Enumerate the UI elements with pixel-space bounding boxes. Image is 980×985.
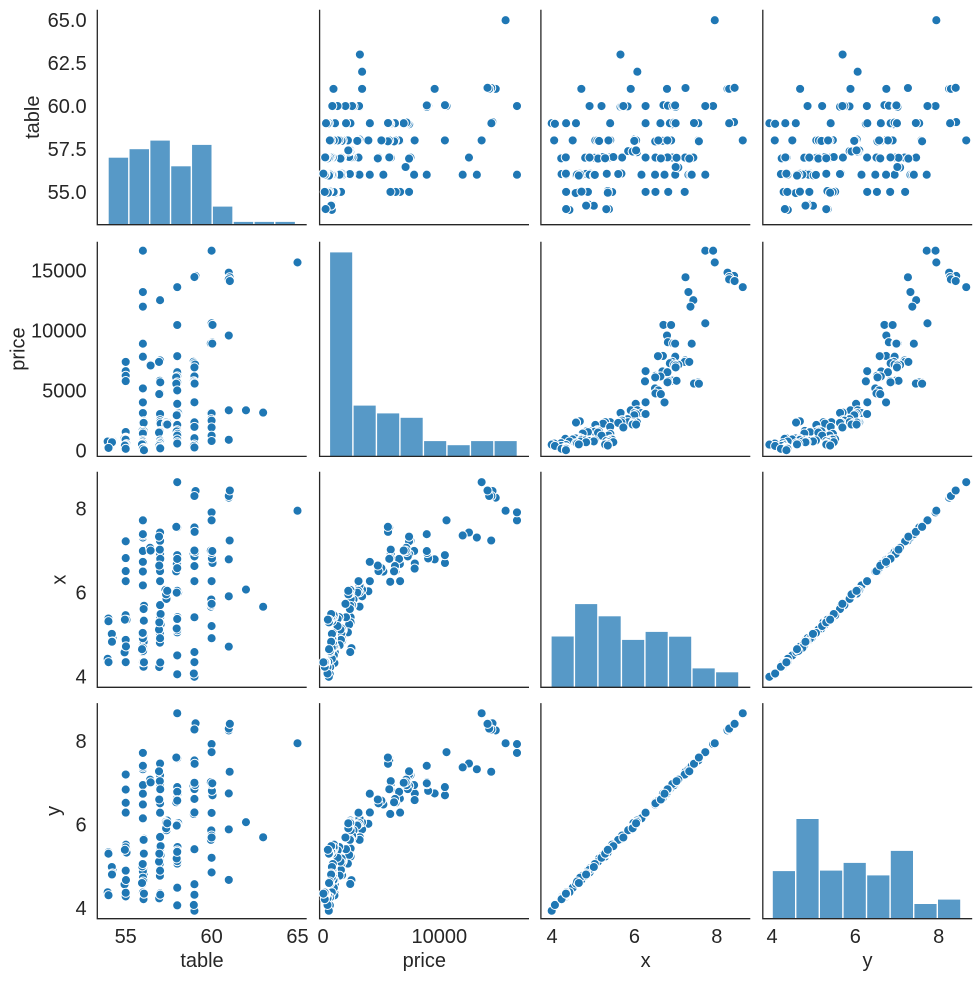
svg-text:10000: 10000: [411, 926, 467, 948]
svg-text:15000: 15000: [31, 261, 87, 283]
svg-text:price: price: [8, 327, 30, 370]
svg-text:4: 4: [75, 898, 86, 920]
svg-text:8: 8: [711, 926, 722, 948]
svg-text:8: 8: [75, 731, 86, 753]
svg-text:6: 6: [629, 926, 640, 948]
svg-text:4: 4: [766, 926, 777, 948]
svg-text:55.0: 55.0: [48, 182, 87, 204]
svg-text:60.0: 60.0: [48, 96, 87, 118]
svg-text:table: table: [180, 950, 223, 972]
svg-text:price: price: [403, 950, 446, 972]
svg-text:y: y: [863, 950, 873, 972]
svg-text:x: x: [49, 575, 71, 585]
svg-text:4: 4: [75, 666, 86, 688]
svg-text:y: y: [43, 806, 65, 816]
svg-text:8: 8: [933, 926, 944, 948]
svg-text:65.0: 65.0: [48, 10, 87, 32]
svg-text:6: 6: [75, 582, 86, 604]
svg-text:4: 4: [547, 926, 558, 948]
svg-text:57.5: 57.5: [48, 139, 87, 161]
svg-text:55: 55: [115, 926, 137, 948]
svg-text:60: 60: [200, 926, 222, 948]
svg-text:65: 65: [286, 926, 308, 948]
svg-text:10000: 10000: [31, 321, 87, 343]
svg-text:x: x: [641, 950, 651, 972]
svg-text:8: 8: [75, 499, 86, 521]
svg-text:62.5: 62.5: [48, 53, 87, 75]
svg-text:0: 0: [317, 926, 328, 948]
svg-text:6: 6: [850, 926, 861, 948]
svg-text:5000: 5000: [42, 381, 87, 403]
svg-text:table: table: [22, 96, 44, 139]
svg-text:6: 6: [75, 814, 86, 836]
svg-text:0: 0: [75, 441, 86, 463]
